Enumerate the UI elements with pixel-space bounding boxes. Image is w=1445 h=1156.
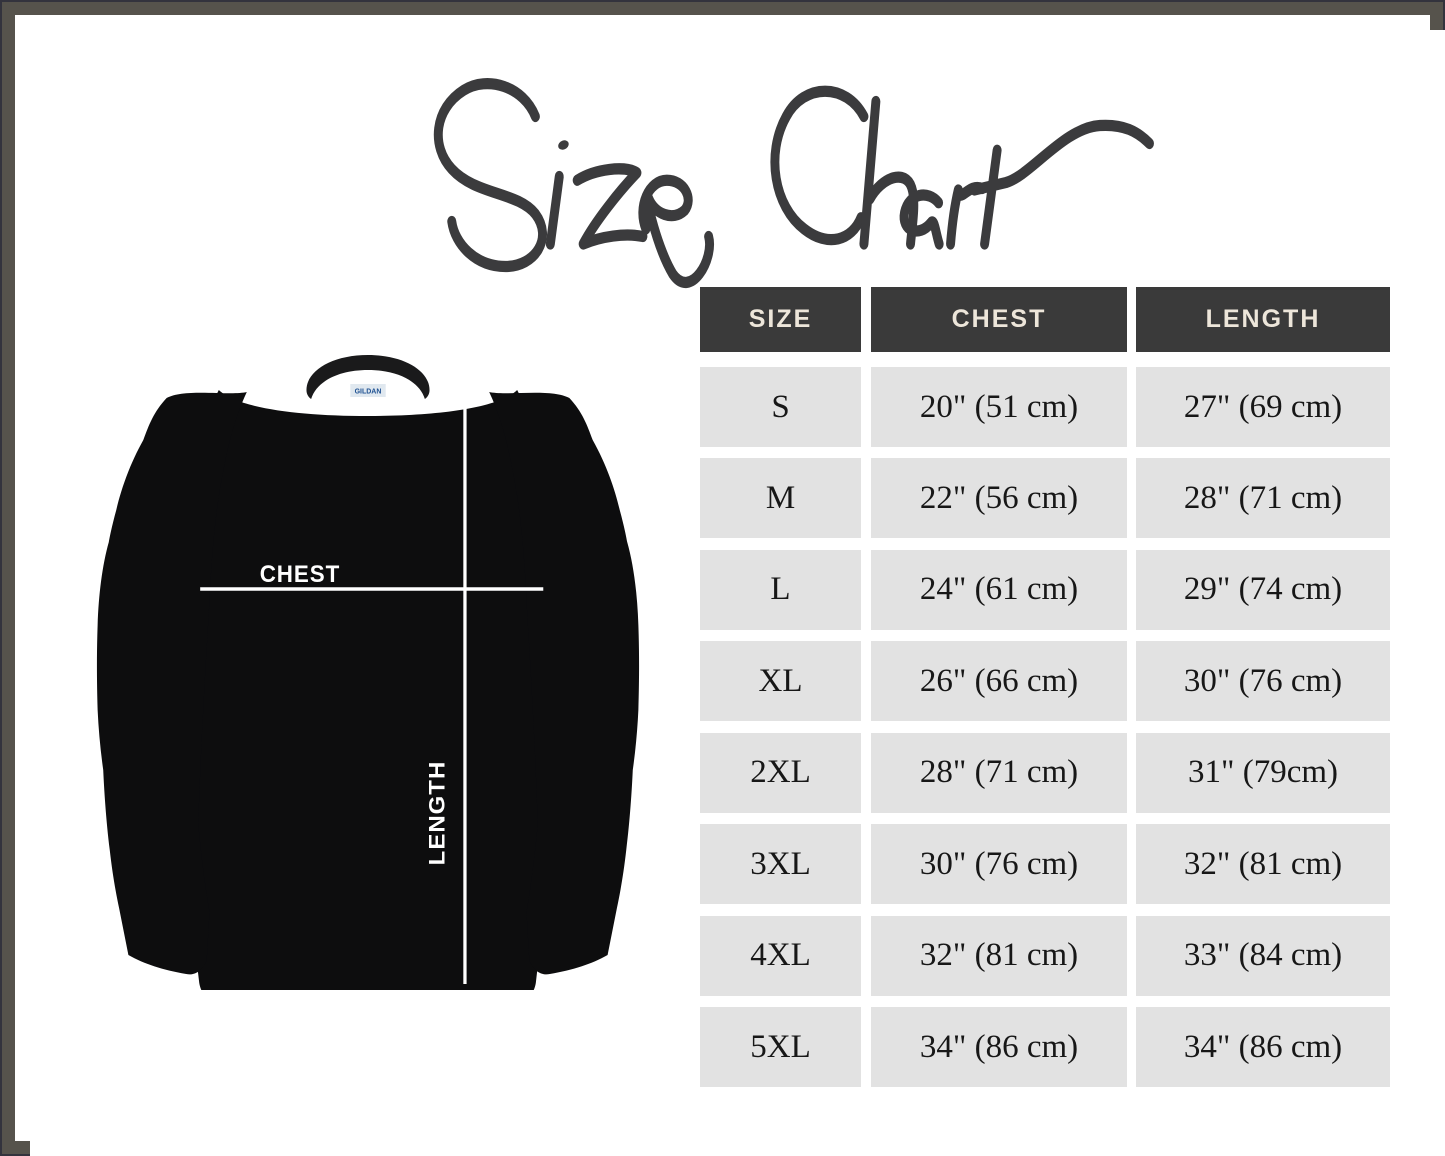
svg-text:LENGTH: LENGTH — [424, 761, 449, 866]
svg-text:GILDAN: GILDAN — [355, 386, 382, 395]
svg-text:CHEST: CHEST — [260, 560, 340, 587]
